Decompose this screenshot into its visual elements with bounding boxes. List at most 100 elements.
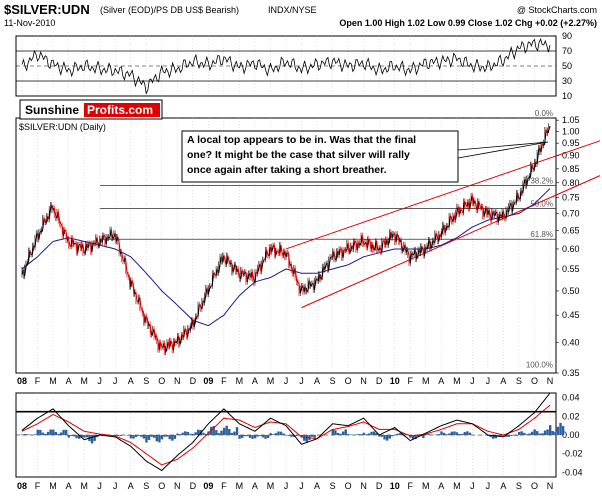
macd-histogram-bar: [303, 435, 306, 441]
macd-histogram-bar: [184, 431, 187, 436]
price-x-label: D: [190, 376, 197, 386]
macd-histogram-bar: [39, 429, 42, 436]
macd-histogram-bar: [393, 434, 397, 436]
macd-histogram-bar: [269, 433, 272, 436]
macd-histogram-bar: [197, 429, 200, 436]
macd-histogram-bar: [507, 435, 510, 437]
macd-histogram-bar: [150, 435, 153, 437]
macd-x-label: M: [80, 481, 88, 491]
macd-histogram-bar: [85, 435, 89, 438]
macd-histogram-bar: [127, 435, 130, 436]
price-x-label: A: [500, 376, 506, 386]
price-x-label: F: [221, 376, 227, 386]
macd-histogram-bar: [450, 431, 454, 436]
price-x-label: S: [330, 376, 336, 386]
macd-histogram-bar: [178, 434, 182, 436]
macd-x-label: M: [267, 481, 275, 491]
price-x-label: M: [267, 376, 275, 386]
macd-histogram-bar: [33, 434, 37, 436]
macd-x-label: S: [516, 481, 522, 491]
price-x-label: A: [66, 376, 72, 386]
macd-histogram-bar: [163, 435, 166, 437]
macd-histogram-bar: [173, 435, 177, 439]
macd-histogram-bar: [310, 435, 314, 437]
macd-histogram-bar: [391, 435, 394, 437]
macd-histogram-bar: [246, 435, 249, 437]
macd-x-label: N: [360, 481, 367, 491]
price-tick-label: 0.70: [562, 208, 580, 218]
macd-x-label: 08: [17, 481, 27, 491]
macd-histogram-bar: [360, 434, 363, 436]
header-symbol: $SILVER:UDN: [4, 2, 90, 17]
macd-tick-label: -0.02: [562, 449, 583, 459]
macd-histogram-bar: [448, 433, 451, 436]
macd-histogram-bar: [331, 429, 334, 436]
annotation-box: [181, 130, 459, 183]
macd-x-label: N: [547, 481, 554, 491]
macd-histogram-bar: [468, 432, 472, 436]
macd-histogram-bar: [380, 435, 384, 437]
macd-histogram-bar: [536, 431, 539, 436]
macd-histogram-bar: [256, 435, 259, 437]
macd-histogram-bar: [489, 435, 492, 438]
macd-histogram-bar: [396, 433, 399, 436]
rsi-tick-label: 90: [562, 31, 572, 41]
macd-histogram-bar: [41, 432, 45, 436]
macd-histogram-bar: [129, 435, 133, 439]
macd-histogram-bar: [70, 435, 73, 436]
macd-histogram-bar: [341, 431, 345, 436]
macd-histogram-bar: [561, 426, 565, 436]
moving-average-line: [21, 188, 551, 327]
price-tick-label: 1.05: [562, 115, 580, 125]
header-exchange: INDX/NYSE: [268, 5, 317, 15]
macd-histogram-bar: [233, 431, 236, 436]
macd-histogram-bar: [176, 433, 179, 436]
macd-histogram-bar: [378, 435, 381, 437]
price-x-label: F: [35, 376, 41, 386]
header-date: 11-Nov-2010: [4, 18, 55, 28]
macd-histogram-bar: [225, 425, 228, 436]
macd-histogram-bar: [26, 434, 29, 436]
macd-histogram-bar: [515, 435, 518, 437]
price-tick-label: 0.40: [562, 337, 580, 347]
macd-histogram-bar: [455, 432, 459, 436]
price-x-label: A: [438, 376, 444, 386]
macd-x-label: A: [314, 481, 320, 491]
macd-x-label: A: [438, 481, 444, 491]
macd-x-label: J: [486, 481, 491, 491]
price-x-label: A: [314, 376, 320, 386]
macd-histogram-bar: [59, 432, 63, 436]
price-bars: [21, 123, 551, 356]
annotation-pointer: [457, 141, 549, 159]
macd-x-label: F: [221, 481, 227, 491]
macd-histogram-bar: [67, 435, 70, 438]
macd-histogram-bar: [388, 435, 391, 439]
price-x-label: J: [299, 376, 304, 386]
macd-histogram-bar: [300, 435, 303, 438]
price-x-label: O: [345, 376, 352, 386]
macd-histogram-bar: [530, 431, 534, 436]
macd-histogram-bar: [93, 435, 96, 441]
macd-histogram-bar: [541, 433, 544, 436]
macd-x-label: M: [49, 481, 57, 491]
macd-histogram-bar: [290, 435, 293, 437]
macd-histogram-bar: [90, 435, 94, 444]
macd-x-label: A: [128, 481, 134, 491]
macd-histogram-bar: [274, 433, 278, 436]
price-x-label: J: [97, 376, 102, 386]
macd-histogram-bar: [549, 425, 552, 436]
macd-x-label: M: [236, 481, 244, 491]
macd-x-label: F: [407, 481, 413, 491]
macd-histogram-bar: [165, 435, 169, 437]
macd-histogram-bar: [422, 435, 425, 439]
header-watermark: @ StockCharts.com: [517, 5, 597, 15]
price-x-label: N: [360, 376, 367, 386]
macd-histogram-bar: [62, 429, 65, 436]
macd-histogram-bar: [349, 434, 353, 436]
macd-histogram-bar: [445, 434, 448, 436]
macd-histogram-bar: [543, 430, 547, 436]
macd-histogram-bar: [54, 431, 58, 436]
macd-histogram-bar: [367, 433, 371, 436]
macd-x-label: J: [97, 481, 102, 491]
